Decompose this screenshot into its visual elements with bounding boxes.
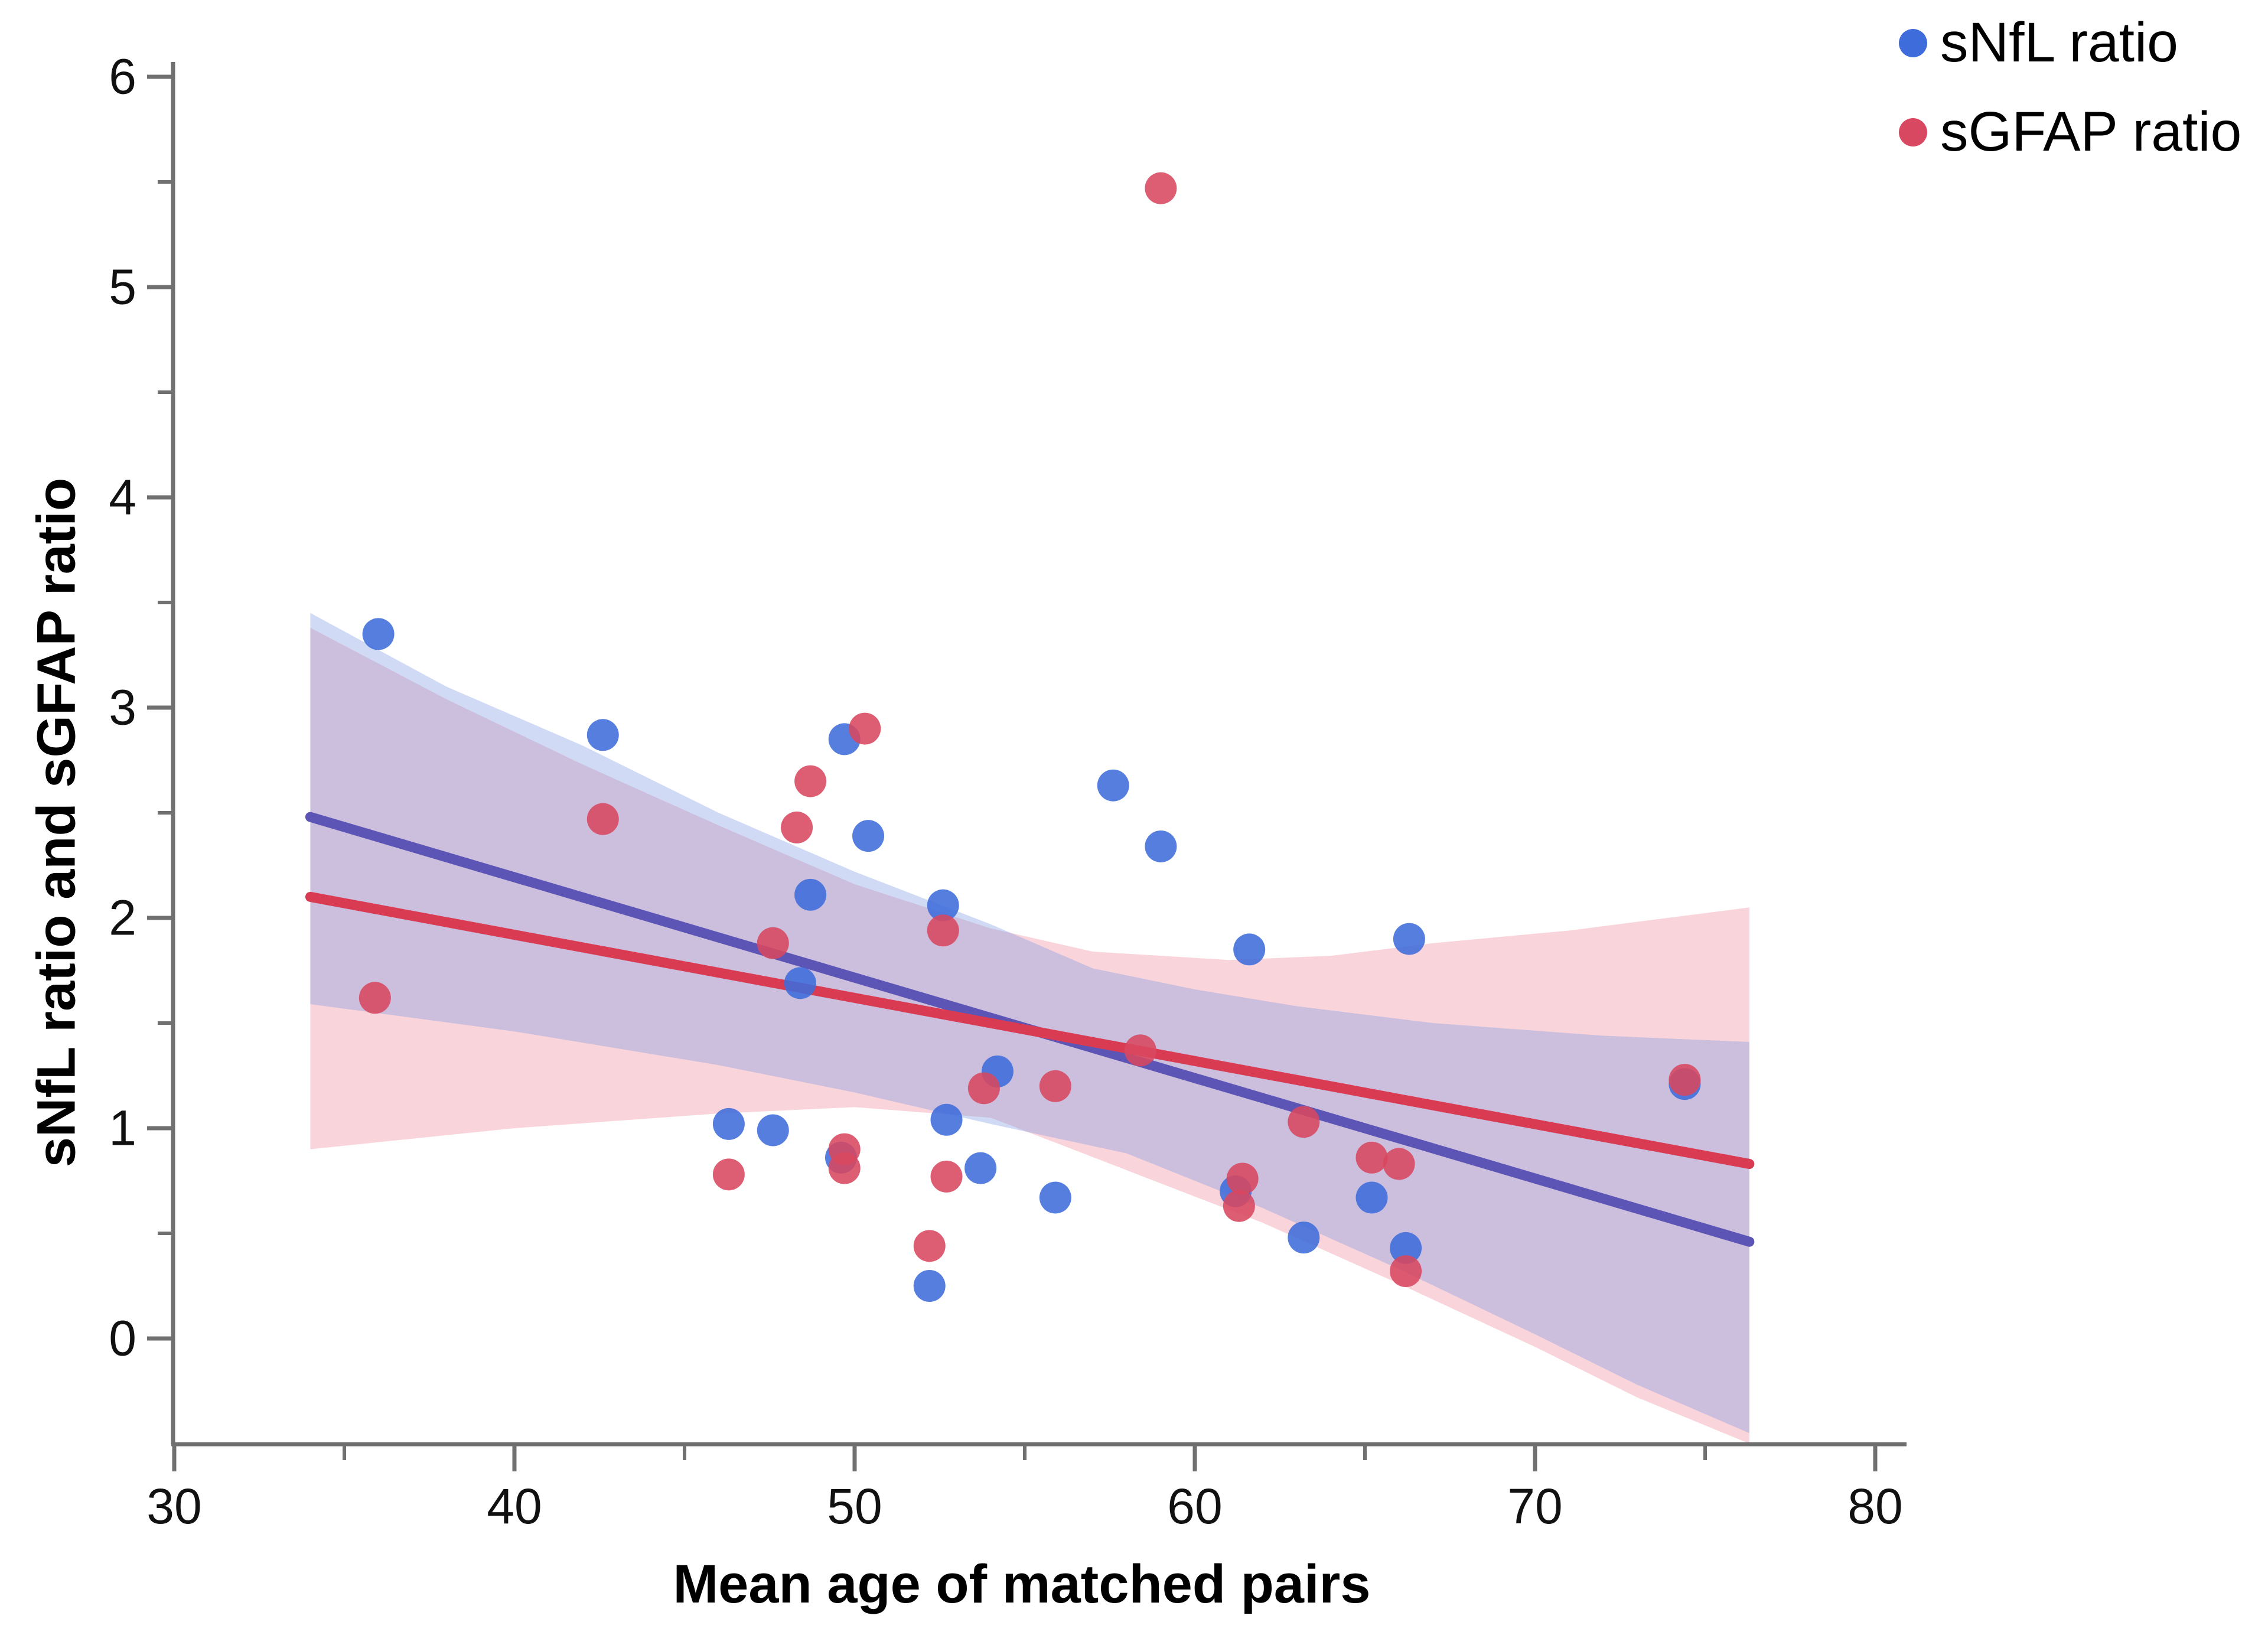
legend: sNfL ratio sGFAP ratio — [1899, 11, 2241, 164]
snfl-confidence-band — [310, 613, 1749, 1434]
legend-label-snfl: sNfL ratio — [1940, 11, 2179, 74]
sgfap-data-point — [359, 982, 391, 1014]
sgfap-data-point — [1288, 1106, 1320, 1138]
sgfap-data-point — [1223, 1190, 1255, 1222]
sgfap-confidence-band — [310, 627, 1749, 1444]
sgfap-data-point — [1355, 1141, 1388, 1174]
sgfap-data-point — [1669, 1064, 1701, 1096]
snfl-data-point — [1288, 1222, 1320, 1254]
snfl-data-point — [852, 820, 885, 852]
sgfap-data-point — [586, 803, 619, 835]
snfl-data-point — [927, 889, 959, 921]
sgfap-data-point — [967, 1072, 1000, 1105]
sgfap-data-point — [1383, 1148, 1415, 1180]
x-tick-label: 30 — [146, 1478, 201, 1534]
snfl-data-point — [794, 878, 827, 911]
snfl-data-point — [784, 967, 816, 999]
y-tick-label: 2 — [109, 890, 136, 946]
sgfap-data-point — [1390, 1255, 1422, 1288]
snfl-data-point — [1390, 1232, 1422, 1264]
sgfap-data-point — [1226, 1162, 1259, 1195]
sgfap-data-point — [828, 1152, 861, 1184]
snfl-data-point — [913, 1270, 946, 1302]
snfl-data-point — [1355, 1181, 1388, 1214]
snfl-data-point — [712, 1108, 745, 1140]
sgfap-data-point — [849, 712, 881, 745]
snfl-data-point — [362, 618, 395, 650]
snfl-data-point — [1145, 830, 1177, 862]
sgfap-data-point — [781, 811, 813, 843]
x-tick-label: 50 — [827, 1478, 882, 1534]
sgfap-data-point — [757, 927, 789, 959]
legend-item-sgfap: sGFAP ratio — [1899, 100, 2241, 164]
y-tick-label: 6 — [109, 49, 136, 105]
sgfap-data-point — [794, 765, 827, 797]
sgfap-data-point — [1124, 1034, 1156, 1067]
y-tick-label: 1 — [109, 1100, 136, 1156]
y-tick-label: 5 — [109, 259, 136, 315]
sgfap-data-point — [1145, 172, 1177, 204]
snfl-data-point — [964, 1152, 997, 1184]
sgfap-data-point — [927, 914, 959, 947]
sgfap-regression-line — [305, 891, 1755, 1170]
y-tick-label: 4 — [109, 470, 136, 525]
snfl-legend-dot-icon — [1899, 28, 1927, 57]
y-tick-label: 3 — [109, 680, 136, 735]
x-tick-label: 80 — [1847, 1478, 1902, 1534]
y-axis-title: sNfL ratio and sGFAP ratio — [26, 477, 87, 1168]
sgfap-data-point — [712, 1158, 745, 1191]
x-axis-title: Mean age of matched pairs — [673, 1554, 1371, 1614]
snfl-data-point — [930, 1103, 963, 1136]
sgfap-legend-dot-icon — [1899, 118, 1927, 146]
sgfap-data-point — [913, 1230, 946, 1262]
sgfap-data-point — [930, 1160, 963, 1193]
x-tick-label: 70 — [1507, 1478, 1562, 1534]
x-tick-label: 40 — [487, 1478, 542, 1534]
snfl-data-point — [1233, 933, 1266, 966]
legend-item-snfl: sNfL ratio — [1899, 11, 2241, 75]
legend-label-sgfap: sGFAP ratio — [1940, 100, 2242, 163]
snfl-data-point — [1393, 923, 1425, 955]
snfl-data-point — [1039, 1181, 1071, 1214]
snfl-data-point — [1097, 769, 1129, 802]
sgfap-data-point — [1039, 1070, 1071, 1102]
x-tick-label: 60 — [1167, 1478, 1222, 1534]
snfl-data-point — [586, 719, 619, 751]
snfl-data-point — [757, 1114, 789, 1147]
y-tick-label: 0 — [109, 1311, 136, 1366]
